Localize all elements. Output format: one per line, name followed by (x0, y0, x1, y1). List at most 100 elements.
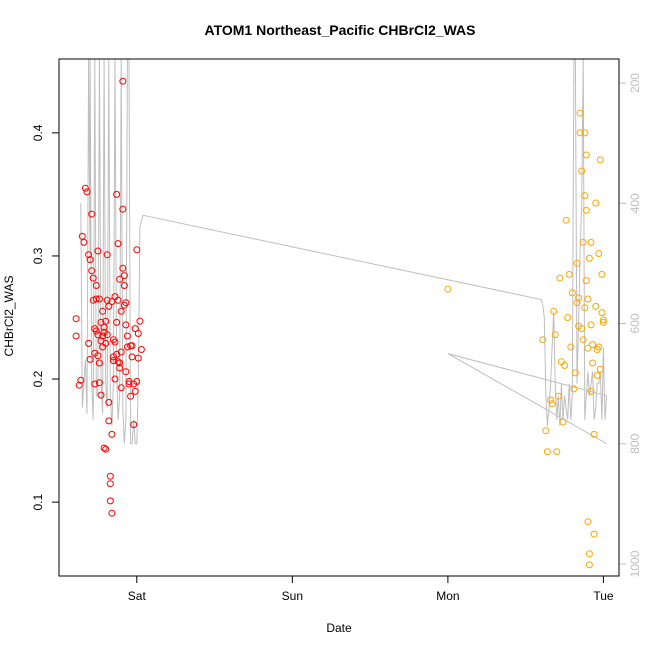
data-point-flight1 (78, 232, 86, 240)
data-point-flight1 (136, 317, 144, 325)
data-point-flight2 (599, 318, 607, 326)
data-point-flight2 (593, 371, 601, 379)
data-point-flight1 (123, 343, 131, 351)
data-point-flight1 (88, 267, 96, 275)
data-point-flight1 (122, 299, 130, 307)
y-tick-label: 0.1 (31, 493, 45, 510)
data-point-flight2 (553, 448, 561, 456)
data-point-flight2 (590, 430, 598, 438)
data-point-flight1 (106, 497, 114, 505)
data-point-flight1 (97, 318, 105, 326)
data-point-flight2 (596, 365, 604, 373)
data-point-flight1 (85, 339, 93, 347)
data-point-flight1 (137, 346, 145, 353)
data-point-flight1 (113, 190, 121, 198)
data-point-flight2 (582, 277, 590, 285)
data-point-flight2 (581, 304, 589, 312)
data-point-flight2 (578, 325, 586, 333)
data-point-flight1 (111, 375, 119, 383)
data-point-flight1 (105, 417, 113, 425)
data-point-flight1 (116, 359, 124, 367)
chart-title: ATOM1 Northeast_Pacific CHBrCl2_WAS (205, 22, 476, 38)
data-point-flight1 (102, 445, 110, 453)
y2-tick-label: 200 (628, 73, 642, 93)
data-point-flight1 (81, 184, 89, 192)
data-point-flight2 (561, 362, 569, 369)
x-tick-label: Tue (593, 589, 614, 603)
altitude-line (80, 59, 608, 445)
data-point-flight2 (444, 285, 452, 293)
data-point-flight2 (590, 530, 598, 538)
data-point-flight2 (584, 518, 592, 526)
data-point-flight2 (576, 129, 584, 137)
data-point-flight1 (94, 247, 102, 255)
data-point-flight1 (131, 325, 139, 333)
data-point-flight2 (581, 129, 589, 137)
data-point-flight2 (575, 294, 583, 302)
data-point-flight1 (85, 251, 93, 259)
data-point-flight1 (111, 338, 119, 346)
data-point-flight1 (108, 509, 116, 517)
data-point-flight2 (582, 206, 590, 214)
data-point-flight1 (99, 307, 107, 315)
data-point-flight1 (91, 380, 99, 388)
data-point-flight1 (102, 339, 110, 347)
data-point-flight2 (585, 254, 593, 262)
data-point-flight2 (576, 109, 584, 117)
data-point-flight1 (92, 327, 100, 335)
data-point-flight1 (88, 210, 96, 218)
altitude-line-layer (80, 59, 608, 445)
data-point-flight1 (75, 381, 83, 389)
data-point-flight1 (117, 384, 125, 392)
data-point-flight1 (95, 359, 103, 367)
data-point-flight1 (120, 282, 128, 289)
data-point-flight2 (598, 270, 606, 278)
y-tick-label: 0.2 (31, 370, 45, 387)
x-tick-label: Sat (128, 589, 147, 603)
data-point-flight1 (86, 256, 94, 264)
data-point-flight2 (571, 369, 579, 377)
data-point-flight1 (94, 331, 102, 339)
data-point-flight1 (77, 376, 85, 384)
data-point-flight2 (579, 336, 587, 344)
data-point-flight1 (105, 302, 113, 310)
data-point-flight1 (134, 354, 142, 362)
data-point-flight1 (94, 352, 102, 360)
data-point-flight1 (86, 355, 94, 363)
data-point-flight1 (117, 307, 125, 315)
data-point-flight2 (584, 295, 592, 303)
data-point-flight1 (125, 380, 133, 388)
data-point-flight1 (95, 379, 103, 387)
data-point-flight1 (72, 315, 80, 323)
data-point-flight1 (103, 331, 111, 339)
data-point-flight2 (598, 309, 606, 317)
data-point-flight2 (578, 167, 586, 175)
data-point-flight1 (133, 378, 141, 385)
y-tick-label: 0.4 (31, 124, 45, 141)
data-point-flight1 (117, 348, 125, 356)
data-point-flight1 (123, 332, 131, 340)
y-tick-label: 0.3 (31, 247, 45, 264)
data-point-flight1 (116, 364, 124, 372)
data-point-flight1 (108, 430, 116, 438)
data-point-flight1 (119, 77, 127, 85)
x-tick-label: Mon (436, 589, 459, 603)
data-point-flight1 (119, 205, 127, 213)
data-point-flight1 (102, 317, 110, 325)
data-point-flight2 (579, 238, 587, 246)
data-point-flight1 (92, 295, 100, 303)
data-point-flight1 (106, 472, 114, 480)
y2-tick-label: 1000 (628, 550, 642, 577)
data-point-flight2 (564, 314, 572, 321)
data-point-flight1 (116, 275, 124, 283)
data-point-flight2 (589, 359, 597, 367)
data-point-flight2 (565, 270, 573, 278)
data-point-flight2 (587, 238, 595, 246)
data-point-flight1 (131, 387, 139, 395)
data-point-flight2 (592, 302, 600, 310)
data-point-flight1 (130, 421, 138, 429)
data-point-flight2 (587, 387, 595, 395)
data-point-flight2 (551, 331, 559, 339)
x-tick-label: Sun (282, 589, 303, 603)
